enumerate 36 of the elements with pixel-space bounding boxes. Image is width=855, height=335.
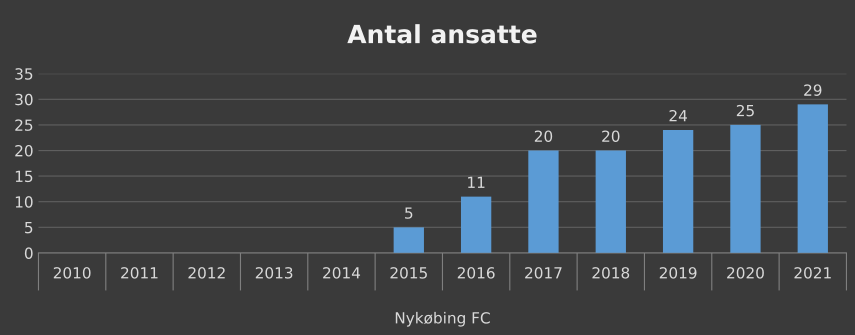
x-tick-label: 2016 <box>458 267 495 279</box>
x-tick-label: 2017 <box>525 267 562 279</box>
data-label: 5 <box>405 207 412 219</box>
bar <box>730 124 761 253</box>
data-label: 20 <box>602 130 620 142</box>
x-tick-label: 2015 <box>390 267 427 279</box>
y-tick-label: 5 <box>25 222 32 234</box>
y-tick-label: 25 <box>15 119 32 131</box>
x-tick-label: 2012 <box>188 267 225 279</box>
x-axis-title: Nykøbing FC <box>396 312 490 327</box>
x-tick-label: 2019 <box>660 267 696 279</box>
x-tick-label: 2013 <box>256 267 292 279</box>
bar <box>460 196 492 253</box>
x-tick-label: 2010 <box>54 267 91 279</box>
bar <box>596 150 626 253</box>
y-tick-label: 35 <box>15 68 32 80</box>
data-label: 24 <box>670 110 687 122</box>
data-label: 20 <box>534 130 552 142</box>
y-tick-label: 30 <box>15 94 33 106</box>
x-tick-label: 2018 <box>592 267 630 279</box>
data-label: 25 <box>736 104 754 116</box>
y-tick-label: 15 <box>16 170 32 182</box>
x-tick-label: 2014 <box>323 267 360 279</box>
x-tick-label: 2020 <box>727 267 764 279</box>
y-tick-label: 20 <box>15 144 33 157</box>
x-tick-label: 2011 <box>121 267 158 279</box>
y-tick-label: 0 <box>24 247 33 259</box>
bar <box>662 130 694 253</box>
chart-title: Antal ansatte <box>347 24 537 44</box>
bar <box>798 104 828 253</box>
data-label: 11 <box>468 176 484 188</box>
data-label: 29 <box>804 84 822 96</box>
y-tick-label: 10 <box>16 196 33 208</box>
bar <box>394 227 424 253</box>
x-tick-label: 2021 <box>794 267 831 279</box>
bar <box>528 150 559 253</box>
